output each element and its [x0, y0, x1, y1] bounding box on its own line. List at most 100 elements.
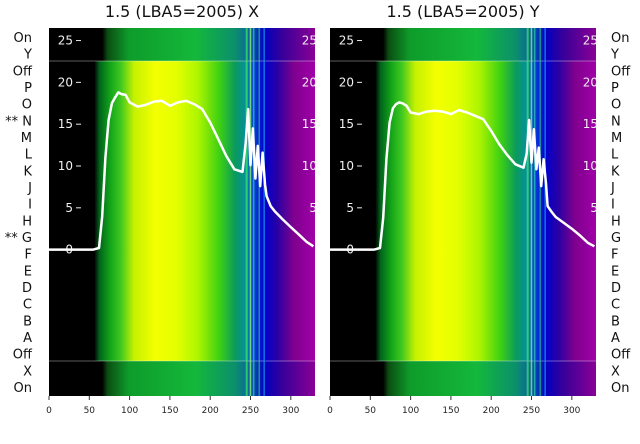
row-label: C	[611, 298, 620, 313]
row-label: K	[611, 164, 620, 179]
x-tick-label: 250	[523, 406, 540, 416]
row-label: D	[611, 281, 621, 296]
row-label: ** G	[5, 231, 32, 246]
x-tick-label: 150	[442, 406, 459, 416]
row-label: H	[611, 214, 621, 229]
row-label: Y	[23, 48, 32, 63]
x-tick-label: 100	[121, 406, 138, 416]
rfi-streak	[252, 28, 255, 396]
y-tick-label: 15	[58, 117, 73, 131]
x-tick-label: 100	[402, 406, 419, 416]
row-label: O	[611, 98, 621, 113]
row-label: A	[611, 331, 620, 346]
rfi-streak	[249, 28, 252, 396]
row-label: Off	[611, 348, 631, 363]
row-label: On	[611, 381, 629, 396]
series-line	[49, 91, 315, 251]
chart-title: 1.5 (LBA5=2005) X	[105, 2, 259, 21]
rfi-streak	[526, 28, 529, 396]
spectrum-band	[330, 61, 596, 361]
row-label: D	[22, 281, 32, 296]
row-label: I	[28, 198, 32, 213]
y-tick-label: 25	[339, 34, 354, 48]
rfi-streak	[544, 28, 546, 396]
row-label: X	[611, 364, 620, 379]
y-tick-label-edge: 25	[583, 34, 598, 48]
row-label: M	[611, 131, 622, 146]
row-label: Off	[611, 64, 631, 79]
rfi-streak	[533, 28, 536, 396]
row-label: M	[21, 131, 32, 146]
y-tick-label: 25	[58, 34, 73, 48]
row-label: On	[14, 31, 32, 46]
x-tick-label: 50	[84, 406, 96, 416]
y-tick-label-edge: 15	[583, 117, 598, 131]
row-label: Y	[610, 48, 619, 63]
row-label: Off	[13, 64, 33, 79]
x-tick-label: 200	[483, 406, 500, 416]
row-label: C	[23, 298, 32, 313]
y-tick-label: 20	[58, 75, 73, 89]
row-label: O	[22, 98, 32, 113]
y-tick-label: 5	[346, 201, 354, 215]
y-tick-label: 10	[339, 159, 354, 173]
band-bottom-edge	[330, 360, 596, 362]
row-label: I	[611, 198, 615, 213]
rfi-streak	[245, 28, 248, 396]
y-tick-label-edge: 5	[309, 201, 317, 215]
band-top-edge	[49, 60, 315, 62]
row-label: E	[611, 264, 619, 279]
x-tick-label: 0	[327, 406, 333, 416]
rfi-streak	[258, 28, 260, 396]
y-tick-label-edge: 10	[583, 159, 598, 173]
y-tick-label-edge: 20	[583, 75, 598, 89]
row-label: B	[611, 314, 620, 329]
x-tick-label: 50	[365, 406, 377, 416]
rfi-streak	[530, 28, 533, 396]
row-label: N	[611, 114, 621, 129]
y-tick-label-edge: 25	[302, 34, 317, 48]
y-tick-label: 5	[65, 201, 73, 215]
row-label: H	[22, 214, 32, 229]
row-label: E	[24, 264, 32, 279]
y-tick-label: 15	[339, 117, 354, 131]
rfi-streak	[263, 28, 265, 396]
spectrum-band	[49, 61, 315, 361]
row-label: K	[23, 164, 32, 179]
x-tick-label: 300	[563, 406, 580, 416]
rfi-streak	[539, 28, 541, 396]
x-tick-label: 0	[46, 406, 52, 416]
x-tick-label: 250	[242, 406, 259, 416]
row-label: X	[23, 364, 32, 379]
y-tick-label-edge: 10	[302, 159, 317, 173]
y-tick-label-edge: 15	[302, 117, 317, 131]
y-tick-label: 20	[339, 75, 354, 89]
y-tick-label-edge: 20	[302, 75, 317, 89]
x-tick-label: 200	[202, 406, 219, 416]
row-label: F	[25, 248, 32, 263]
row-label: P	[611, 81, 619, 96]
x-tick-label: 150	[161, 406, 178, 416]
band-top-edge	[330, 60, 596, 62]
row-label: F	[611, 248, 618, 263]
row-label: Off	[13, 348, 33, 363]
row-label: J	[27, 181, 32, 196]
band-bottom-edge	[49, 360, 315, 362]
row-label: On	[14, 381, 32, 396]
y-tick-label: 10	[58, 159, 73, 173]
row-label: On	[611, 31, 629, 46]
row-label: J	[610, 181, 615, 196]
row-label: ** N	[5, 114, 32, 129]
row-label: B	[23, 314, 32, 329]
series-line	[330, 101, 595, 251]
row-label: G	[611, 231, 621, 246]
row-label: A	[23, 331, 32, 346]
x-tick-label: 300	[282, 406, 299, 416]
y-tick-label-edge: 5	[590, 201, 598, 215]
row-label: L	[25, 148, 33, 163]
chart-title: 1.5 (LBA5=2005) Y	[386, 2, 539, 21]
row-label: P	[24, 81, 32, 96]
